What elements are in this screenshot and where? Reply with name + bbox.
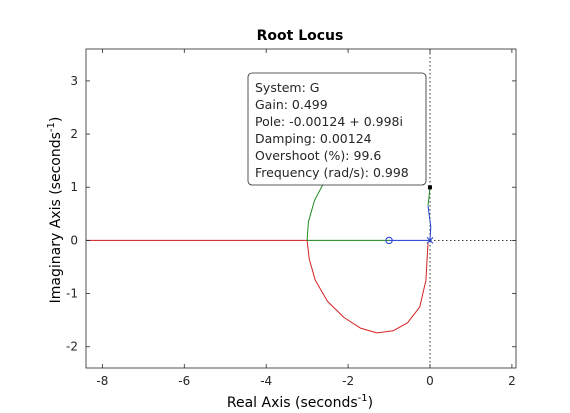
datatip-lines: System: G Gain: 0.499 Pole: -0.00124 + 0.9…: [255, 80, 409, 180]
y-tick-label: 3: [70, 74, 78, 88]
reference-lines: [86, 49, 516, 368]
axes-box: [85, 48, 517, 369]
pole-marker-0: [426, 237, 434, 244]
y-axis-label: Imaginary Axis (seconds-1): [46, 117, 64, 304]
datatip-line: System: G: [255, 80, 319, 95]
x-axis-label-text: Real Axis (seconds: [227, 395, 358, 411]
y-tick-label: 0: [70, 233, 78, 247]
datatip[interactable]: System: G Gain: 0.499 Pole: -0.00124 + 0.9…: [247, 72, 427, 186]
pole-marker-stroke-b: [426, 237, 434, 244]
x-tick-label: 0: [426, 374, 434, 388]
datatip-box: [247, 72, 427, 186]
y-axis-label-text: Imaginary Axis (seconds: [48, 132, 64, 303]
datatip-line: Pole: -0.00124 + 0.998i: [255, 114, 403, 129]
y-tick-label: 1: [70, 180, 78, 194]
x-tick-label: -4: [260, 374, 272, 388]
chart-title: Root Locus: [257, 28, 344, 44]
x-tick-label: -2: [342, 374, 354, 388]
y-tick-label: -1: [66, 287, 78, 301]
x-axis-ticks: -8 -6 -4 -2 0 2: [96, 49, 516, 388]
locus-branch-red-0: [86, 239, 429, 334]
selected-point-marker: [427, 185, 432, 190]
datatip-line: Gain: 0.499: [255, 97, 328, 112]
x-axis-label: Real Axis (seconds-1): [227, 393, 373, 411]
locus-branch-green-2: [427, 187, 431, 206]
zero-marker-0: [385, 236, 393, 245]
datatip-line: Overshoot (%): 99.6: [255, 148, 381, 163]
datatip-line: Damping: 0.00124: [255, 131, 372, 146]
pole-zero-markers: [385, 185, 434, 245]
x-axis-label-exponent: -1: [358, 393, 368, 404]
x-tick-label: 2: [508, 374, 516, 388]
x-axis-label-close: ): [368, 395, 373, 411]
y-tick-label: 2: [70, 127, 78, 141]
datatip-line: Frequency (rad/s): 0.998: [255, 165, 409, 180]
y-axis-label-exponent: -1: [46, 122, 57, 132]
y-tick-label: -2: [66, 340, 78, 354]
x-tick-label: -8: [96, 374, 108, 388]
y-axis-ticks: -2 -1 0 1 2 3: [66, 74, 516, 354]
locus-branch-blue-5: [427, 205, 432, 241]
x-tick-label: -6: [178, 374, 190, 388]
y-axis-label-close: ): [48, 117, 64, 122]
